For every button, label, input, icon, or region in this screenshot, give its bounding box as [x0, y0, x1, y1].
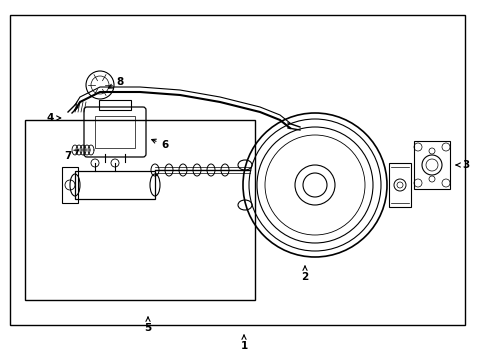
Bar	[75, 171, 155, 199]
Bar	[25, 120, 254, 300]
Text: 3: 3	[455, 160, 468, 170]
Text: 2: 2	[301, 266, 308, 282]
Bar	[388, 163, 410, 207]
Text: 1: 1	[240, 335, 247, 351]
Bar	[95, 116, 135, 148]
Text: 4: 4	[46, 113, 61, 123]
Bar	[99, 100, 131, 110]
Bar	[10, 15, 464, 325]
Text: 7: 7	[64, 150, 79, 161]
Bar	[62, 167, 78, 203]
Text: 5: 5	[144, 317, 151, 333]
Text: 8: 8	[108, 77, 123, 88]
Bar	[413, 141, 449, 189]
Text: 6: 6	[151, 139, 168, 150]
